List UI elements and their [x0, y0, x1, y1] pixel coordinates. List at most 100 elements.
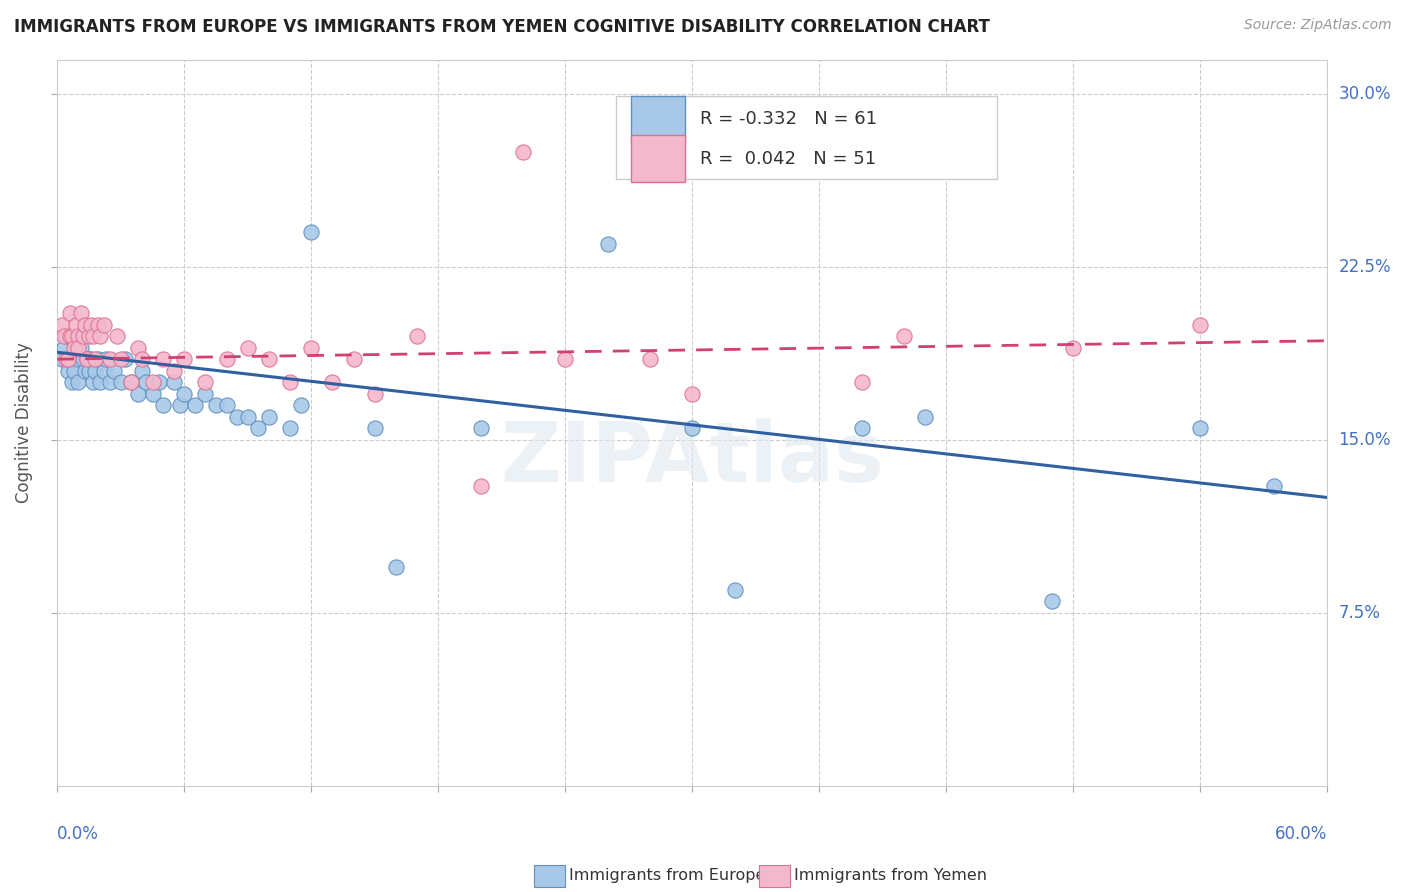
Point	[93, 318, 115, 332]
Point	[89, 376, 111, 390]
Point	[851, 376, 873, 390]
Point	[215, 352, 238, 367]
Point	[114, 352, 136, 367]
Point	[59, 329, 82, 343]
Point	[321, 376, 343, 390]
Point	[67, 352, 90, 367]
Point	[152, 352, 174, 367]
Point	[257, 352, 280, 367]
Point	[120, 376, 142, 390]
Point	[142, 386, 165, 401]
FancyBboxPatch shape	[631, 135, 685, 182]
Point	[299, 341, 322, 355]
Point	[110, 352, 132, 367]
Point	[723, 582, 745, 597]
Point	[98, 352, 121, 367]
Point	[56, 352, 79, 367]
Point	[84, 364, 107, 378]
Text: Immigrants from Europe: Immigrants from Europe	[569, 869, 766, 883]
Text: Source: ZipAtlas.com: Source: ZipAtlas.com	[1244, 18, 1392, 32]
Point	[84, 352, 107, 367]
Point	[52, 329, 75, 343]
Text: 60.0%: 60.0%	[1275, 825, 1327, 844]
Point	[1189, 318, 1212, 332]
Text: 30.0%: 30.0%	[1339, 85, 1391, 103]
Point	[1263, 479, 1285, 493]
Y-axis label: Cognitive Disability: Cognitive Disability	[15, 343, 32, 503]
Point	[77, 329, 100, 343]
Point	[67, 341, 90, 355]
Point	[55, 329, 77, 343]
Point	[681, 386, 703, 401]
Point	[77, 352, 100, 367]
Point	[82, 329, 104, 343]
Point	[681, 421, 703, 435]
Point	[169, 398, 191, 412]
Point	[470, 479, 492, 493]
Point	[67, 376, 90, 390]
Point	[127, 341, 149, 355]
Point	[470, 421, 492, 435]
Point	[343, 352, 366, 367]
Text: R =  0.042   N = 51: R = 0.042 N = 51	[700, 150, 876, 168]
Point	[236, 409, 259, 424]
Point	[299, 226, 322, 240]
FancyBboxPatch shape	[616, 96, 997, 179]
Point	[638, 352, 661, 367]
Point	[194, 386, 217, 401]
Point	[86, 352, 108, 367]
Point	[142, 376, 165, 390]
Point	[73, 318, 96, 332]
Point	[59, 352, 82, 367]
Point	[148, 376, 170, 390]
Point	[385, 559, 408, 574]
Point	[236, 341, 259, 355]
Text: IMMIGRANTS FROM EUROPE VS IMMIGRANTS FROM YEMEN COGNITIVE DISABILITY CORRELATION: IMMIGRANTS FROM EUROPE VS IMMIGRANTS FRO…	[14, 18, 990, 36]
Point	[98, 376, 121, 390]
Point	[51, 352, 73, 367]
Point	[94, 352, 117, 367]
Point	[93, 364, 115, 378]
Text: 22.5%: 22.5%	[1339, 258, 1391, 276]
Point	[173, 386, 195, 401]
Point	[278, 376, 301, 390]
Point	[69, 306, 91, 320]
Point	[512, 145, 534, 159]
Point	[596, 237, 619, 252]
Point	[76, 352, 98, 367]
Text: ZIPAtlas: ZIPAtlas	[501, 418, 884, 500]
Point	[103, 364, 125, 378]
Point	[127, 386, 149, 401]
Point	[105, 329, 128, 343]
Point	[152, 398, 174, 412]
Point	[120, 376, 142, 390]
Point	[1189, 421, 1212, 435]
Point	[1062, 341, 1084, 355]
Text: Immigrants from Yemen: Immigrants from Yemen	[794, 869, 987, 883]
Point	[63, 341, 86, 355]
Point	[364, 386, 387, 401]
Point	[135, 376, 157, 390]
Point	[60, 376, 83, 390]
Point	[194, 376, 217, 390]
Point	[67, 329, 90, 343]
Point	[63, 364, 86, 378]
Point	[52, 341, 75, 355]
Point	[65, 318, 87, 332]
Point	[163, 364, 186, 378]
Point	[56, 364, 79, 378]
Point	[1040, 594, 1063, 608]
Text: 15.0%: 15.0%	[1339, 431, 1391, 449]
Point	[364, 421, 387, 435]
Point	[72, 329, 94, 343]
Point	[131, 352, 153, 367]
Point	[893, 329, 915, 343]
Point	[72, 352, 94, 367]
Point	[163, 376, 186, 390]
Point	[73, 364, 96, 378]
Point	[173, 352, 195, 367]
Point	[226, 409, 249, 424]
Point	[257, 409, 280, 424]
Point	[851, 421, 873, 435]
Point	[89, 329, 111, 343]
